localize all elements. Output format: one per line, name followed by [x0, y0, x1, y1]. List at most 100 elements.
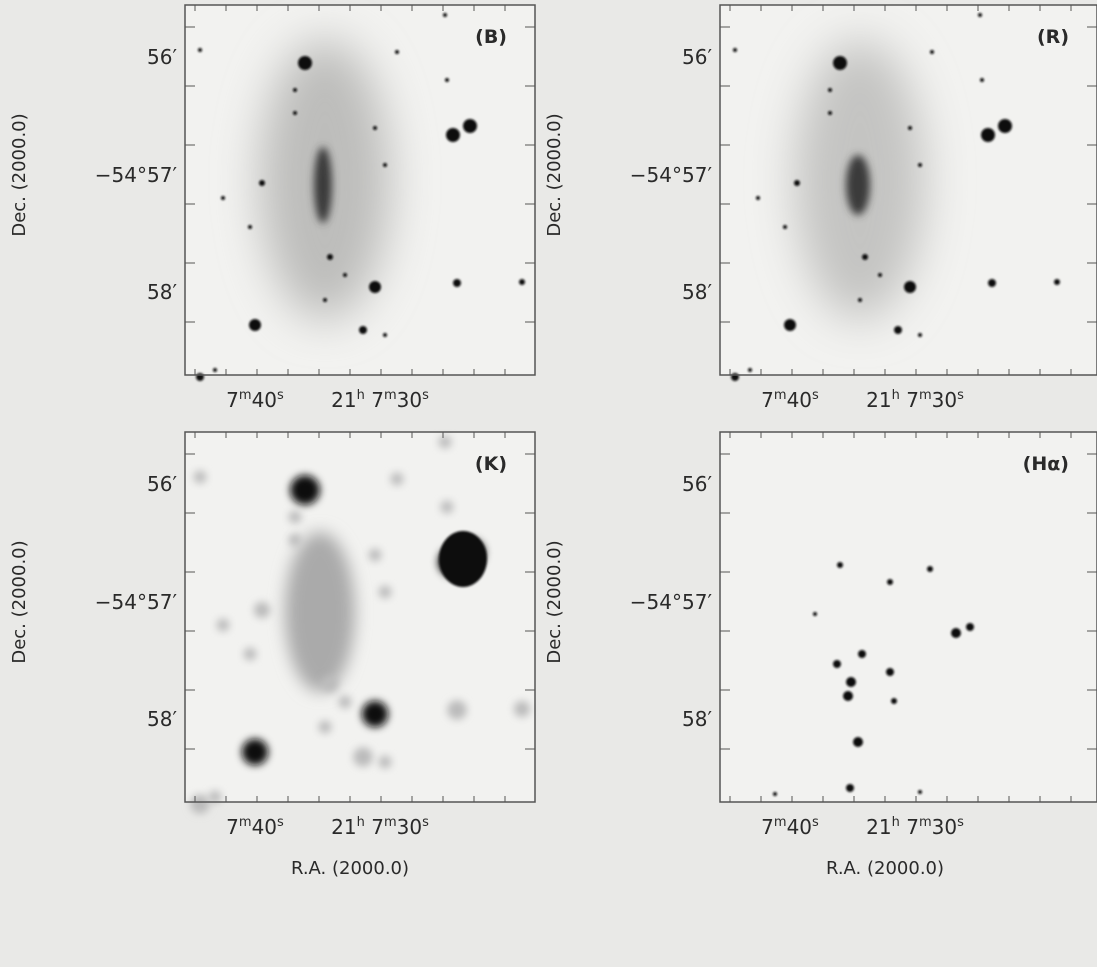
star: [446, 128, 460, 142]
y-tick-label: 56′: [147, 472, 177, 496]
star: [321, 675, 339, 693]
x-tick-part: 21: [866, 815, 891, 839]
x-tick-label: 21h 7m30s: [331, 388, 429, 412]
y-tick-label: 58′: [682, 280, 712, 304]
x-tick-part: s: [422, 815, 429, 830]
sky-image: [731, 13, 1060, 381]
x-tick-label: 7m40s: [761, 815, 819, 839]
star: [293, 88, 297, 92]
x-tick-part: 30: [932, 388, 957, 412]
star: [378, 585, 392, 599]
star: [513, 700, 531, 718]
star: [290, 475, 320, 505]
x-tick-part: 30: [397, 388, 422, 412]
star: [998, 119, 1012, 133]
x-tick-label: 7m40s: [226, 815, 284, 839]
x-tick-part: 30: [397, 815, 422, 839]
star: [748, 368, 752, 372]
star: [249, 319, 261, 331]
panel: (Hα)56′−54°57′58′Dec. (2000.0)7m40s 21h 7…: [544, 431, 1097, 879]
star: [353, 747, 373, 767]
star: [894, 326, 902, 334]
x-tick-part: m: [384, 388, 397, 403]
star: [221, 196, 225, 200]
x-tick-part: 40: [787, 388, 812, 412]
y-tick-label: 58′: [682, 707, 712, 731]
emission-knot: [843, 691, 853, 701]
x-tick-part: 7: [761, 815, 774, 839]
star: [858, 298, 862, 302]
y-axis-label: Dec. (2000.0): [544, 113, 565, 236]
x-tick-part: m: [919, 388, 932, 403]
y-tick-label: −54°57′: [95, 590, 178, 614]
star: [368, 548, 382, 562]
star: [193, 470, 207, 484]
star: [359, 326, 367, 334]
panel-frame: [184, 4, 536, 376]
star: [828, 88, 832, 92]
x-tick-part: h: [892, 815, 900, 830]
star: [288, 510, 302, 524]
y-tick-label: 56′: [682, 45, 712, 69]
sky-image: [190, 435, 531, 814]
x-tick-part: m: [919, 815, 932, 830]
star: [988, 279, 996, 287]
galaxy-halo: [285, 532, 355, 692]
star: [216, 618, 230, 632]
emission-knot: [813, 612, 817, 616]
x-tick-part: m: [774, 388, 787, 403]
x-tick-part: s: [957, 388, 964, 403]
y-tick-label: −54°57′: [630, 163, 713, 187]
emission-knot: [887, 579, 893, 585]
x-tick-part: 40: [787, 815, 812, 839]
star: [878, 273, 882, 277]
star: [519, 279, 525, 285]
emission-knot: [837, 562, 843, 568]
x-tick-part: 30: [932, 815, 957, 839]
star: [904, 281, 916, 293]
star: [443, 13, 447, 17]
x-tick-label: 21h 7m30s: [866, 388, 964, 412]
star: [908, 126, 912, 130]
star: [978, 13, 982, 17]
panel-frame: [184, 431, 536, 803]
star: [438, 435, 452, 449]
x-tick-label: 21h 7m30s: [866, 815, 964, 839]
panel-image: [185, 432, 535, 802]
x-tick-part: 21: [331, 388, 356, 412]
star: [259, 180, 265, 186]
star: [733, 48, 737, 52]
x-tick-part: 40: [252, 815, 277, 839]
emission-knot: [846, 677, 856, 687]
star: [862, 254, 868, 260]
emission-knot: [918, 790, 922, 794]
panel: (R)56′−54°57′58′Dec. (2000.0)7m40s 21h 7m…: [544, 4, 1097, 452]
galaxy-core: [846, 155, 870, 215]
y-tick-label: 58′: [147, 280, 177, 304]
star: [369, 281, 381, 293]
x-tick-part: s: [812, 388, 819, 403]
x-tick-part: s: [277, 388, 284, 403]
y-tick-label: −54°57′: [95, 163, 178, 187]
panel-image: [720, 432, 1097, 802]
star: [298, 56, 312, 70]
y-tick-label: 56′: [147, 45, 177, 69]
star: [395, 50, 399, 54]
star: [453, 279, 461, 287]
x-tick-part: 40: [252, 388, 277, 412]
emission-knot: [833, 660, 841, 668]
star: [196, 373, 204, 381]
star: [288, 533, 302, 547]
galaxy-core: [314, 147, 332, 223]
x-tick-part: s: [812, 815, 819, 830]
star: [383, 333, 387, 337]
star: [213, 368, 217, 372]
x-tick-part: 7: [365, 815, 384, 839]
panel: (B)56′−54°57′58′Dec. (2000.0)7m40s 21h 7m…: [9, 4, 536, 452]
star: [390, 472, 404, 486]
star: [980, 78, 984, 82]
x-tick-part: 7: [226, 388, 239, 412]
star: [918, 333, 922, 337]
x-tick-part: m: [239, 815, 252, 830]
